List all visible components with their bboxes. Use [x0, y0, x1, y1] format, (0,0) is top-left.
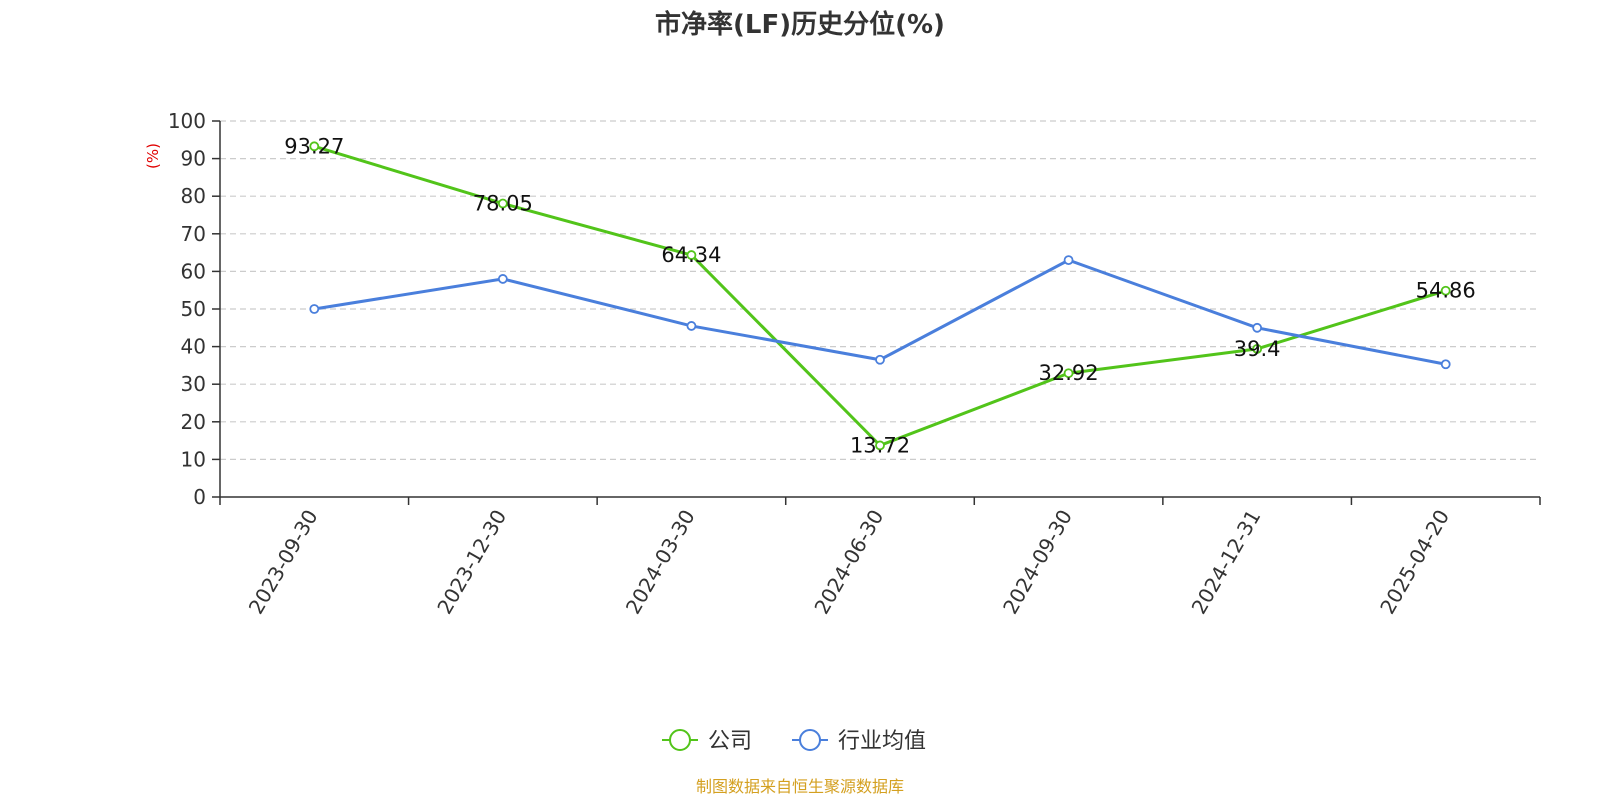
x-tick-label: 2023-12-30	[432, 506, 511, 619]
x-tick-label: 2025-04-20	[1375, 506, 1454, 619]
data-point	[1063, 368, 1074, 379]
data-label: 39.4	[1234, 337, 1281, 361]
y-tick-label: 50	[181, 297, 206, 321]
y-tick-label: 30	[181, 372, 206, 396]
data-point	[309, 304, 320, 314]
data-label: 32.92	[1039, 361, 1099, 385]
y-tick-label: 60	[181, 259, 206, 283]
series-company: 93.27 78.05 64.34 13.72 32.92 39.4 54.86	[284, 134, 1476, 457]
data-point	[309, 141, 320, 152]
x-tick-label: 2024-06-30	[809, 506, 888, 619]
x-tick-label: 2024-03-30	[621, 506, 700, 619]
y-tick-labels: 0 10 20 30 40 50 60 70 80 90 100	[168, 109, 206, 509]
legend-marker	[669, 729, 691, 751]
data-label: 78.05	[473, 192, 533, 216]
data-label: 93.27	[284, 134, 344, 158]
y-tick-label: 40	[181, 335, 206, 359]
legend: 公司 行业均值	[662, 729, 926, 754]
legend-label: 行业均值	[838, 729, 926, 754]
y-tick-label: 100	[168, 109, 206, 133]
data-label: 54.86	[1416, 279, 1476, 303]
data-point	[497, 274, 508, 284]
y-tick-label: 0	[193, 485, 206, 509]
source-note: 制图数据来自恒生聚源数据库	[696, 777, 904, 796]
y-axis-unit: (%)	[144, 143, 162, 169]
legend-label: 公司	[708, 729, 752, 754]
x-tick-label: 2023-09-30	[244, 506, 323, 619]
x-tick-labels: 2023-09-30 2023-12-30 2024-03-30 2024-06-30…	[244, 506, 1454, 619]
x-tick-label: 2024-12-31	[1187, 506, 1266, 619]
data-point	[875, 354, 885, 365]
y-tick-label: 20	[181, 410, 206, 434]
data-point	[1063, 255, 1074, 266]
data-point	[1252, 322, 1263, 333]
data-point	[1252, 343, 1263, 354]
data-point	[497, 198, 508, 209]
series-industry-avg	[309, 255, 1451, 370]
data-label: 13.72	[850, 433, 910, 457]
x-tick-label: 2024-09-30	[998, 506, 1077, 619]
data-point	[1440, 359, 1451, 370]
data-point	[686, 250, 697, 260]
data-label: 64.34	[661, 243, 721, 267]
axes	[212, 120, 1541, 505]
y-tick-label: 10	[181, 447, 206, 471]
series-group: 93.27 78.05 64.34 13.72 32.92 39.4 54.86	[284, 134, 1476, 457]
chart-title: 市净率(LF)历史分位(%)	[655, 9, 945, 40]
y-tick-label: 90	[181, 147, 206, 171]
data-point	[686, 321, 697, 331]
data-point	[875, 440, 885, 451]
legend-item-company: 公司	[662, 729, 752, 754]
grid-lines	[220, 120, 1540, 460]
legend-marker	[799, 729, 821, 751]
data-point	[1440, 285, 1451, 296]
legend-item-industry-avg: 行业均值	[792, 729, 926, 754]
y-tick-label: 70	[181, 222, 206, 246]
y-tick-label: 80	[181, 184, 206, 208]
